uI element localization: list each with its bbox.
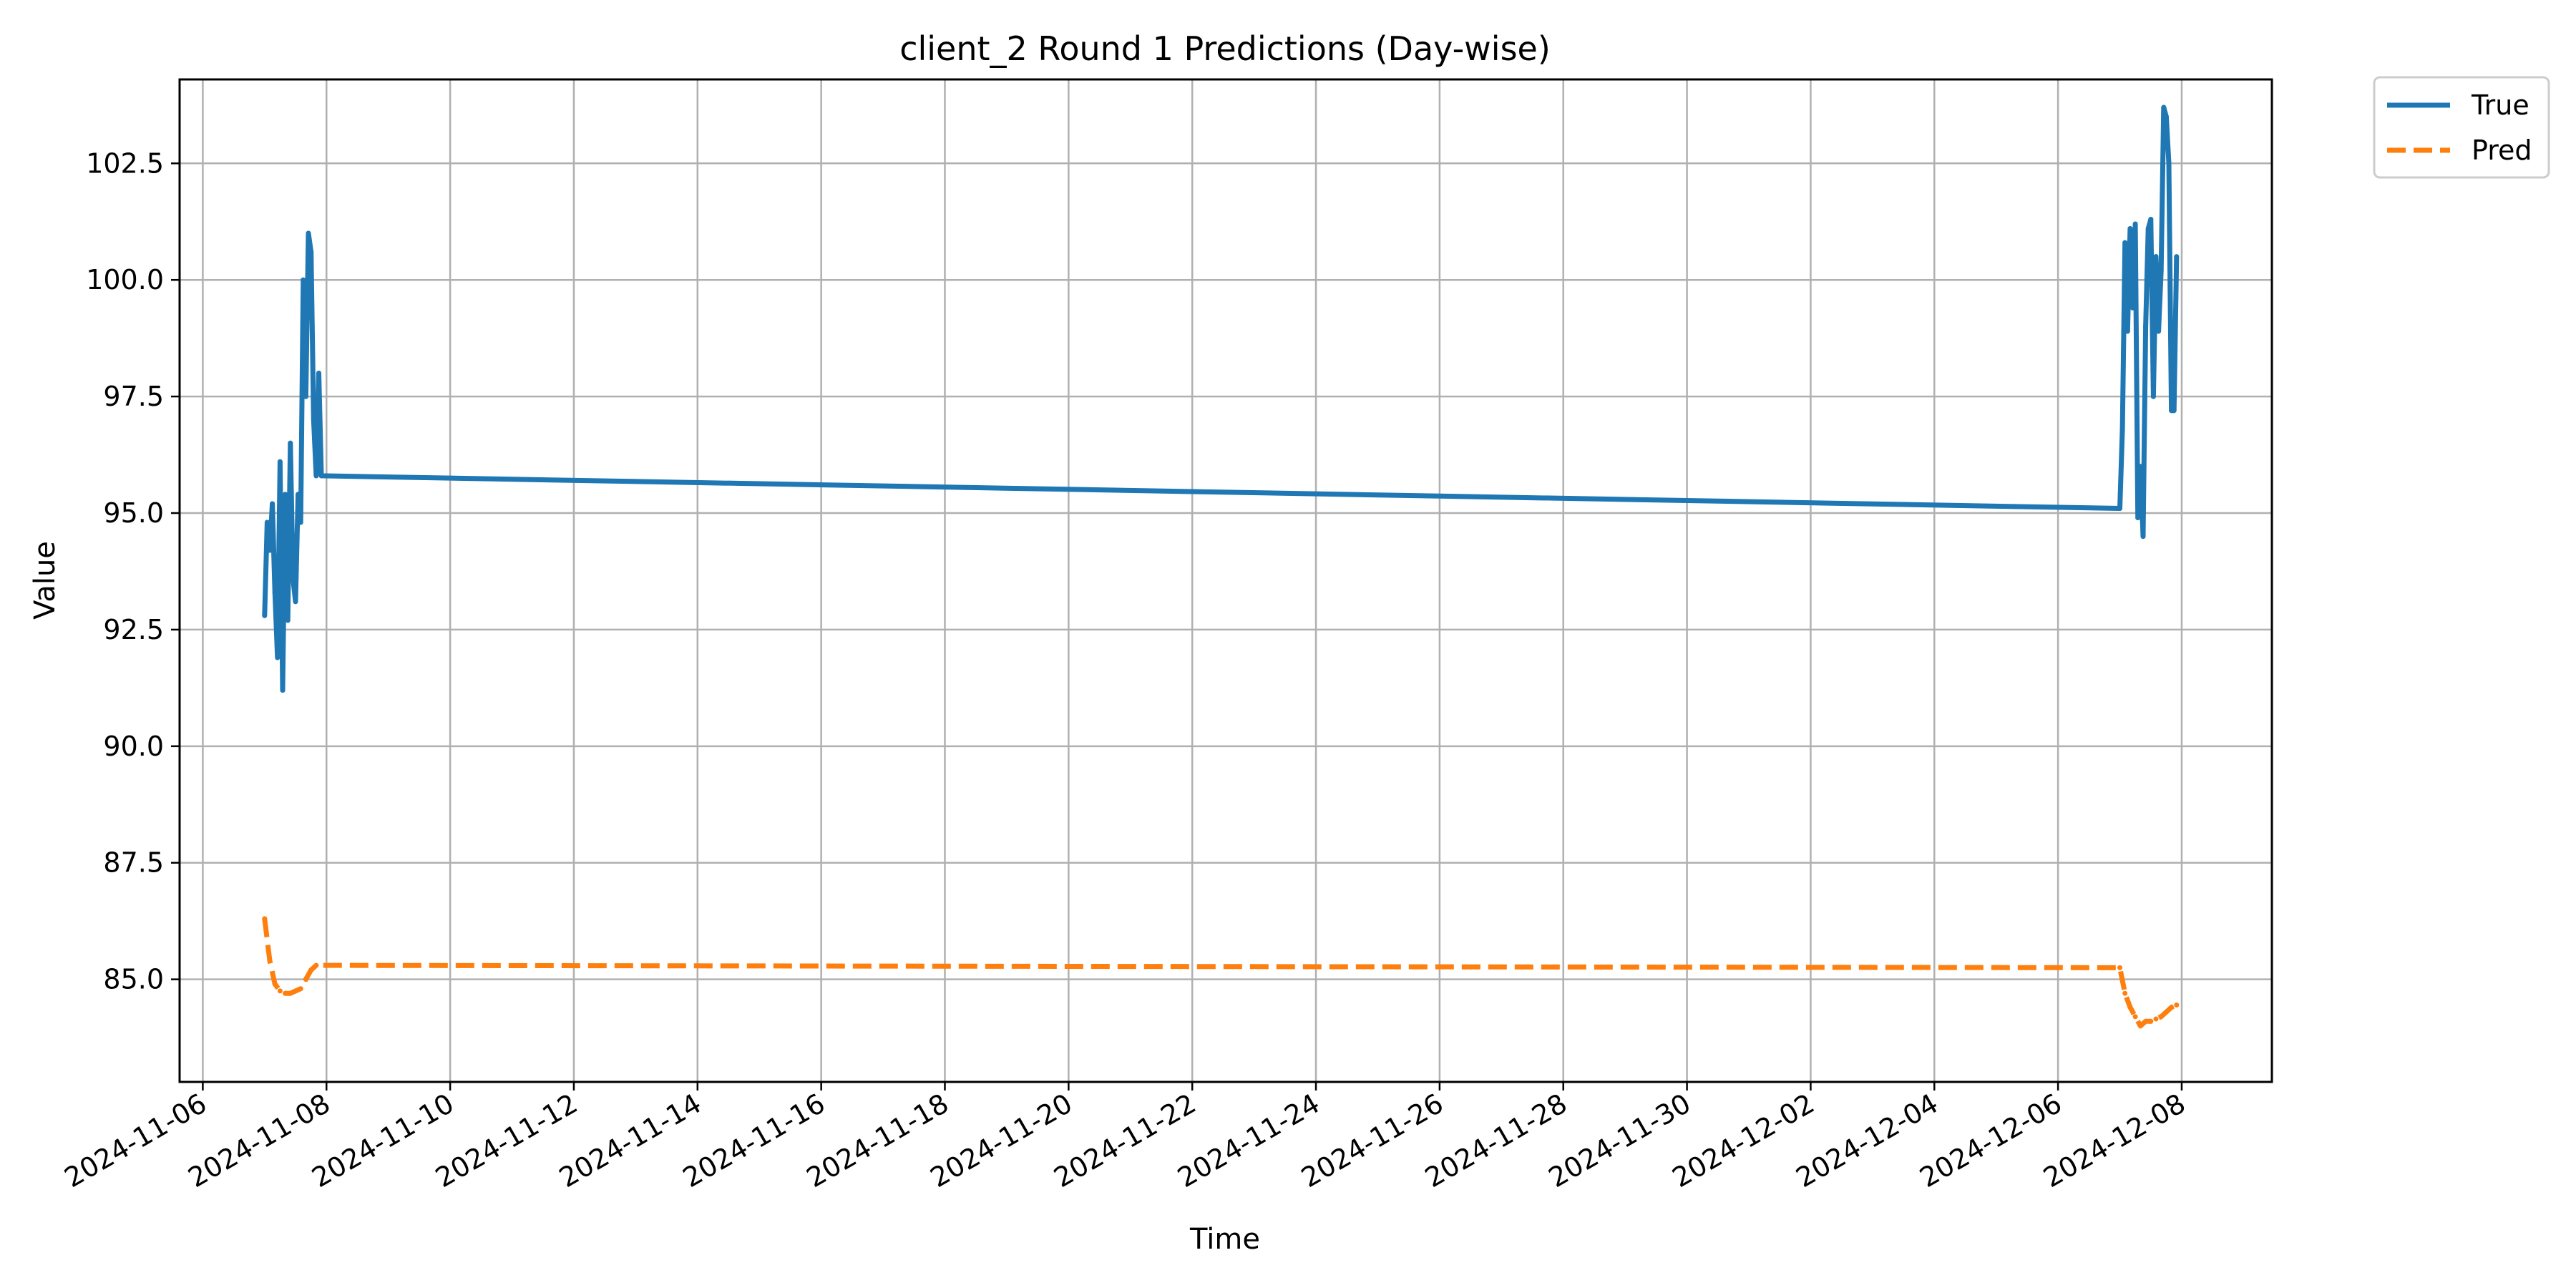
data-point-pred [293, 988, 298, 994]
data-point-pred [2163, 1009, 2169, 1015]
data-point-true [293, 599, 298, 605]
series-line-true [262, 104, 2180, 693]
data-point-pred [2137, 1023, 2143, 1029]
data-point-pred [2117, 965, 2122, 970]
data-point-true [264, 519, 270, 525]
data-point-true [285, 618, 291, 623]
series-line-pred [262, 918, 2178, 1029]
y-tick-label: 95.0 [103, 497, 164, 529]
data-point-pred [2127, 1005, 2133, 1010]
data-point-pred [298, 986, 303, 992]
data-point-pred [267, 958, 273, 964]
data-point-pred [262, 916, 268, 922]
y-tick-label: 97.5 [103, 381, 164, 412]
data-point-true [2122, 240, 2128, 245]
data-point-pred [313, 962, 319, 968]
y-tick-label: 100.0 [86, 264, 164, 296]
data-point-pred [2169, 1005, 2175, 1010]
data-point-true [2161, 104, 2167, 110]
data-point-true [296, 492, 301, 497]
data-point-true [267, 547, 273, 553]
data-point-true [2127, 226, 2133, 231]
data-point-true [308, 249, 314, 255]
data-point-true [2150, 394, 2156, 399]
legend-label-pred: Pred [2472, 135, 2532, 166]
grid [180, 79, 2272, 1082]
data-point-true [2140, 534, 2146, 540]
data-point-true [272, 590, 278, 595]
data-point-pred [2158, 1014, 2164, 1020]
data-point-true [262, 613, 268, 618]
data-point-true [316, 371, 321, 376]
data-point-true [313, 473, 319, 479]
legend: True Pred [2373, 76, 2550, 179]
x-tick-label: 2024-12-08 [2038, 1088, 2190, 1194]
y-tick-label: 102.5 [86, 147, 164, 179]
y-axis: 85.0 87.5 90.0 92.5 95.0 97.5 100.0 102.5 [86, 147, 180, 995]
data-point-true [275, 655, 280, 660]
data-point-pred [2143, 1018, 2149, 1024]
data-point-true [311, 417, 316, 423]
data-point-true [280, 688, 286, 693]
x-axis: 2024-11-062024-11-082024-11-102024-11-12… [59, 1082, 2190, 1194]
y-axis-label: Value [29, 541, 62, 620]
data-point-true [301, 277, 306, 283]
data-point-true [303, 394, 308, 399]
data-point-pred [283, 990, 288, 996]
y-tick-label: 87.5 [103, 847, 164, 879]
data-point-pred [2153, 1016, 2159, 1022]
data-point-pred [308, 967, 314, 973]
data-point-true [2124, 328, 2130, 334]
data-point-pred [2174, 1002, 2180, 1008]
plot-frame [178, 78, 2273, 1083]
data-point-pred [272, 981, 278, 987]
data-point-pred [2148, 1018, 2154, 1024]
data-point-true [283, 492, 288, 497]
y-tick-label: 85.0 [103, 964, 164, 995]
data-point-true [298, 519, 303, 525]
data-point-true [2130, 305, 2135, 311]
data-point-true [288, 440, 293, 446]
data-point-true [2174, 254, 2180, 260]
data-point-true [2166, 160, 2172, 166]
data-point-pred [2122, 990, 2128, 996]
y-tick-label: 90.0 [103, 731, 164, 762]
data-point-true [290, 575, 296, 581]
chart-title: client_2 Round 1 Predictions (Day-wise) [899, 29, 1551, 68]
series-layer [262, 104, 2180, 1029]
data-point-true [2135, 515, 2141, 520]
data-point-true [306, 230, 311, 236]
data-point-true [2117, 506, 2122, 511]
data-point-true [2143, 323, 2149, 329]
data-point-true [2148, 217, 2154, 222]
data-point-pred [303, 977, 308, 982]
data-point-pred [2132, 1014, 2138, 1020]
data-point-true [2132, 221, 2138, 227]
data-point-true [2158, 268, 2164, 273]
data-point-true [2153, 254, 2159, 260]
data-point-true [277, 459, 283, 464]
data-point-true [2171, 408, 2177, 414]
data-point-true [2156, 328, 2162, 334]
data-point-true [270, 501, 275, 507]
y-tick-label: 92.5 [103, 614, 164, 645]
data-point-true [2145, 226, 2151, 231]
x-axis-label: Time [1189, 1223, 1260, 1256]
data-point-true [2119, 426, 2125, 432]
legend-label-true: True [2471, 89, 2529, 121]
data-point-true [2137, 464, 2143, 469]
data-point-true [2163, 114, 2169, 119]
data-point-pred [277, 988, 283, 994]
data-point-true [318, 473, 324, 479]
data-point-pred [288, 990, 293, 996]
